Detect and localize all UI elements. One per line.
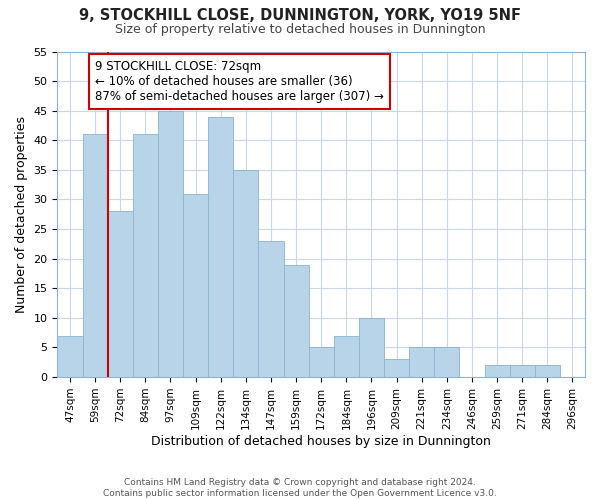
- Bar: [509, 366, 535, 377]
- Text: Contains HM Land Registry data © Crown copyright and database right 2024.
Contai: Contains HM Land Registry data © Crown c…: [103, 478, 497, 498]
- Bar: [308, 348, 334, 377]
- Text: Size of property relative to detached houses in Dunnington: Size of property relative to detached ho…: [115, 22, 485, 36]
- Text: 9 STOCKHILL CLOSE: 72sqm
← 10% of detached houses are smaller (36)
87% of semi-d: 9 STOCKHILL CLOSE: 72sqm ← 10% of detach…: [95, 60, 384, 104]
- Bar: [384, 360, 409, 377]
- Text: 9, STOCKHILL CLOSE, DUNNINGTON, YORK, YO19 5NF: 9, STOCKHILL CLOSE, DUNNINGTON, YORK, YO…: [79, 8, 521, 22]
- Bar: [158, 110, 183, 377]
- Bar: [535, 366, 560, 377]
- X-axis label: Distribution of detached houses by size in Dunnington: Distribution of detached houses by size …: [151, 434, 491, 448]
- Bar: [133, 134, 158, 377]
- Bar: [259, 241, 284, 377]
- Bar: [284, 264, 308, 377]
- Bar: [83, 134, 107, 377]
- Bar: [485, 366, 509, 377]
- Bar: [434, 348, 460, 377]
- Bar: [58, 336, 83, 377]
- Bar: [334, 336, 359, 377]
- Bar: [233, 170, 259, 377]
- Bar: [208, 116, 233, 377]
- Y-axis label: Number of detached properties: Number of detached properties: [15, 116, 28, 313]
- Bar: [183, 194, 208, 377]
- Bar: [359, 318, 384, 377]
- Bar: [107, 212, 133, 377]
- Bar: [409, 348, 434, 377]
